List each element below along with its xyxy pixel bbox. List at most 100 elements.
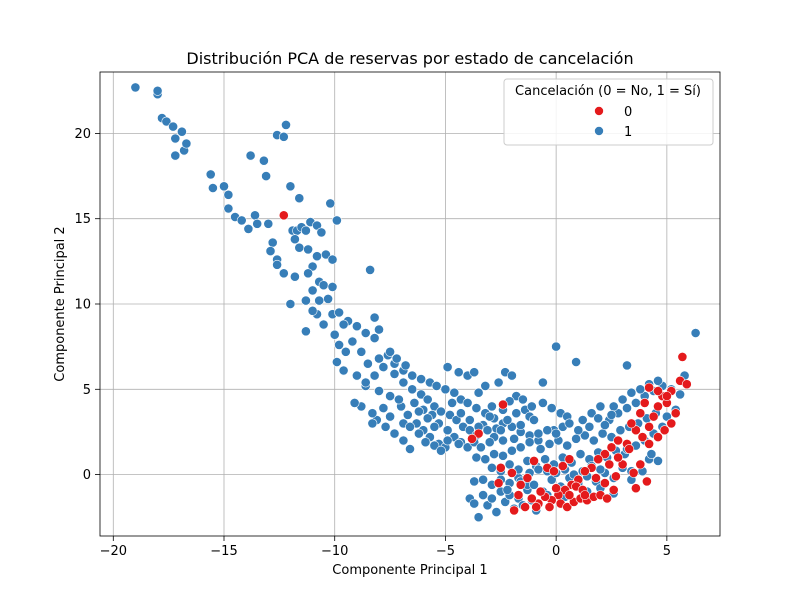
scatter-point-1	[258, 155, 269, 166]
scatter-point-0	[617, 459, 628, 470]
scatter-point-1	[484, 437, 495, 448]
scatter-point-1	[245, 150, 256, 161]
y-axis-label: Componente Principal 2	[53, 226, 68, 381]
scatter-point-1	[369, 312, 380, 323]
scatter-point-1	[580, 430, 590, 441]
scatter-point-1	[374, 324, 384, 335]
scatter-point-0	[681, 379, 692, 390]
scatter-point-1	[312, 251, 322, 262]
scatter-point-1	[385, 411, 395, 422]
scatter-point-1	[320, 249, 331, 260]
scatter-point-1	[422, 394, 433, 405]
scatter-point-0	[495, 462, 506, 473]
scatter-point-1	[584, 421, 595, 432]
scatter-point-1	[529, 415, 539, 425]
scatter-point-0	[644, 382, 654, 393]
scatter-point-1	[524, 437, 535, 448]
scatter-point-1	[631, 397, 641, 408]
scatter-point-0	[635, 459, 646, 470]
scatter-point-1	[369, 333, 380, 343]
scatter-point-1	[535, 444, 546, 454]
scatter-point-1	[416, 374, 426, 384]
scatter-point-1	[360, 328, 371, 338]
scatter-point-1	[307, 285, 318, 296]
scatter-point-1	[393, 394, 404, 405]
scatter-point-1	[219, 181, 229, 192]
scatter-point-1	[573, 425, 584, 436]
scatter-point-1	[442, 435, 453, 446]
scatter-point-0	[604, 459, 615, 470]
scatter-point-1	[475, 442, 486, 453]
scatter-point-1	[420, 437, 431, 448]
scatter-point-1	[473, 387, 484, 398]
scatter-point-0	[644, 438, 654, 449]
legend-box	[503, 78, 714, 146]
scatter-point-1	[436, 406, 446, 417]
scatter-point-1	[272, 259, 282, 270]
x-tick-label: −15	[210, 544, 237, 559]
scatter-point-1	[478, 490, 488, 500]
scatter-point-1	[374, 353, 384, 364]
scatter-point-1	[307, 261, 318, 272]
scatter-point-1	[447, 397, 457, 408]
scatter-point-1	[405, 421, 415, 432]
scatter-point-1	[325, 198, 336, 209]
scatter-point-1	[495, 425, 506, 436]
scatter-point-1	[615, 425, 626, 436]
scatter-point-0	[506, 467, 517, 478]
y-tick-label: 5	[83, 383, 91, 398]
x-tick-label: −20	[100, 544, 127, 559]
scatter-point-0	[611, 471, 621, 482]
scatter-point-1	[170, 150, 181, 161]
scatter-point-1	[402, 409, 413, 420]
scatter-point-0	[600, 478, 610, 488]
scatter-point-0	[600, 449, 610, 459]
scatter-point-1	[409, 397, 420, 408]
scatter-point-0	[278, 210, 289, 221]
scatter-point-1	[544, 438, 555, 449]
scatter-point-1	[223, 203, 234, 214]
scatter-point-1	[662, 411, 672, 422]
scatter-point-1	[400, 360, 411, 371]
scatter-point-1	[551, 341, 561, 352]
scatter-point-1	[464, 415, 475, 425]
x-tick-label: −5	[436, 544, 455, 559]
scatter-point-0	[642, 476, 652, 487]
scatter-point-1	[365, 264, 375, 275]
scatter-point-1	[455, 408, 466, 419]
scatter-point-1	[289, 271, 300, 282]
scatter-point-1	[597, 428, 608, 439]
scatter-point-0	[509, 505, 519, 516]
scatter-point-1	[442, 425, 453, 436]
scatter-point-1	[646, 449, 657, 459]
scatter-point-1	[506, 370, 517, 381]
scatter-point-1	[588, 435, 599, 446]
scatter-point-1	[331, 215, 342, 226]
scatter-point-1	[334, 339, 344, 350]
scatter-point-0	[498, 399, 508, 410]
scatter-point-1	[413, 406, 424, 417]
scatter-point-1	[327, 254, 338, 265]
y-tick-label: 10	[74, 298, 91, 313]
scatter-point-0	[626, 418, 637, 429]
scatter-point-1	[380, 421, 391, 432]
scatter-point-1	[571, 433, 581, 444]
scatter-point-1	[635, 384, 646, 395]
scatter-point-0	[562, 502, 573, 512]
scatter-point-0	[653, 386, 663, 396]
scatter-point-1	[469, 498, 480, 509]
scatter-point-1	[442, 362, 453, 372]
y-tick-label: 20	[74, 127, 91, 142]
scatter-point-1	[422, 413, 433, 424]
scatter-point-0	[606, 442, 617, 453]
scatter-point-0	[526, 493, 537, 504]
scatter-point-1	[500, 496, 511, 507]
scatter-point-1	[471, 403, 482, 413]
scatter-point-1	[263, 218, 274, 229]
scatter-point-1	[533, 464, 544, 475]
scatter-point-0	[515, 479, 526, 490]
scatter-point-1	[498, 435, 508, 446]
scatter-point-1	[577, 415, 588, 425]
scatter-point-1	[653, 455, 663, 466]
scatter-point-1	[285, 181, 296, 192]
